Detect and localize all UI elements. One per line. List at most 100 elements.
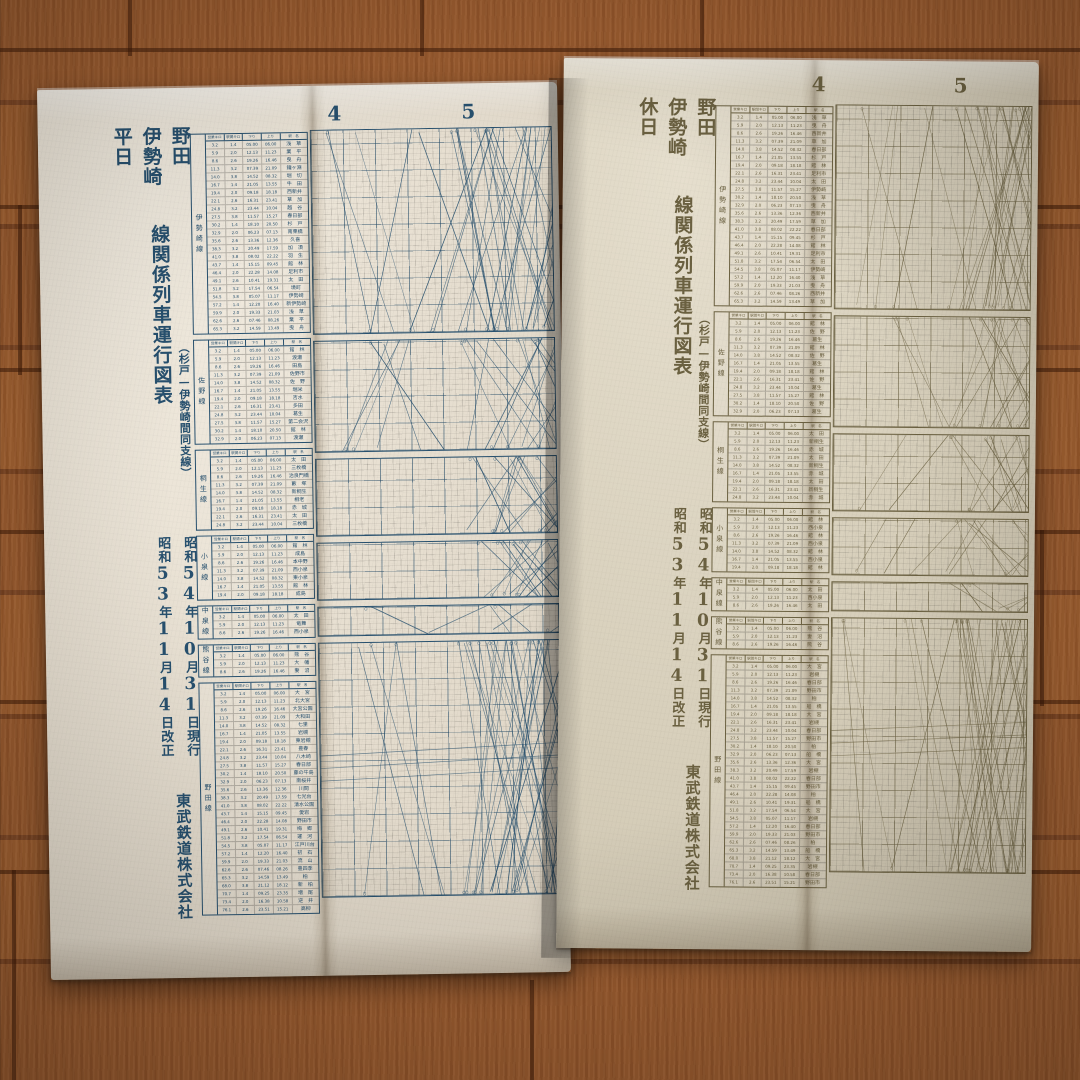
- train-number-marker: [515, 592, 518, 597]
- timetable-block[interactable]: 中泉線 営業キロ 駅間キロ 下り 上り駅 名 3.2 1.4 05.00 06.00 太 田 5.9…: [711, 577, 830, 612]
- table-cell: 30.2: [728, 399, 748, 407]
- timetable-block[interactable]: 中泉線 営業キロ 駅間キロ 下り 上り駅 名 3.2 1.4 05.00 06.00 太 田 5.9…: [197, 603, 316, 640]
- table-cell: 21.03: [273, 857, 292, 865]
- table-row[interactable]: 8.6 2.6 19.26 16.46 妻 沼: [214, 666, 315, 676]
- diagram-panel[interactable]: △○◎▲●△○◎: [309, 126, 555, 335]
- table-row[interactable]: 19.4 2.0 09.18 18.18 館 林: [727, 563, 828, 573]
- timetable-block[interactable]: 小泉線 営業キロ 駅間キロ 下り 上り駅 名 3.2 1.4 05.00 06.00 館 林 5.9…: [196, 533, 316, 601]
- table-cell: 15.15: [762, 782, 782, 790]
- station-name-cell: 葛生: [292, 411, 304, 418]
- table-cell: 21.05: [248, 496, 268, 504]
- table-cell: 12.13: [251, 659, 271, 667]
- booklet-holiday[interactable]: 野田 伊勢崎 休日 線関係列車運行図表 （杉戸—伊勢崎間同支線） 昭和54年10…: [556, 55, 1039, 955]
- station-name-cell: 浅 草: [288, 308, 304, 316]
- diagram-panel[interactable]: ○◎▲●△○◎▲: [310, 337, 557, 453]
- timetable-column-weekday[interactable]: 伊勢崎線 営業キロ 駅間キロ 下り 上り駅 名 3.2 1.4 05.00 06.00 浅 草 5.…: [189, 131, 321, 950]
- table-cell: 38.3: [725, 766, 745, 774]
- train-line: [962, 618, 1028, 872]
- diagram-panel[interactable]: ▲●△○◎: [828, 517, 1029, 578]
- station-name-cell: 業 平: [286, 148, 302, 156]
- diagram-panel[interactable]: △○◎▲●△○◎: [828, 617, 1029, 875]
- table-cell: 23.41: [267, 512, 287, 520]
- timetable-block[interactable]: 熊谷線 営業キロ 駅間キロ 下り 上り駅 名 3.2 1.4 05.00 06.00 熊 谷 5.9…: [197, 642, 317, 678]
- train-line: [545, 456, 558, 535]
- table-cell: 23.44: [244, 204, 263, 212]
- column-header: 上り: [782, 655, 802, 663]
- table-cell: 14.0: [727, 547, 747, 555]
- timetable-block[interactable]: 伊勢崎線 営業キロ 駅間キロ 下り 上り駅 名 3.2 1.4 05.00 06.00 浅 草 5.…: [189, 131, 311, 335]
- table-cell: 2.0: [749, 201, 768, 209]
- diagram-panel[interactable]: ◎▲●△○◎▲: [310, 455, 559, 537]
- table-row[interactable]: 76.1 2.6 23.51 15.21 高柳: [217, 905, 319, 915]
- diagram-column-weekday[interactable]: △○◎▲●△○◎○◎▲●△○◎▲◎▲●△○◎▲▲●△○◎●△○△○◎▲●△○◎: [309, 126, 565, 952]
- table-row[interactable]: 65.3 3.2 14.59 13.49 曳 舟: [208, 324, 310, 334]
- train-number-marker: [515, 888, 519, 893]
- table-cell: 8.6: [206, 157, 225, 165]
- table-cell: 8.6: [209, 363, 229, 371]
- table-row[interactable]: 32.9 2.0 06.23 07.13 葛生: [728, 407, 830, 417]
- table-row[interactable]: 65.3 3.2 14.59 13.49 草 加: [729, 297, 831, 307]
- table-row[interactable]: 76.1 2.6 23.51 15.21 野田市: [724, 878, 826, 888]
- table-cell: 1.4: [229, 456, 249, 465]
- table-row[interactable]: 8.6 2.6 19.26 16.46 太 田: [727, 601, 828, 611]
- diagram-panel[interactable]: ◎▲●△○◎▲: [828, 433, 1030, 514]
- station-name-cell: 葛生: [811, 409, 822, 416]
- table-cell: 5.9: [727, 593, 746, 601]
- timetable-block[interactable]: 野田線 営業キロ 駅間キロ 下り 上り駅 名 3.2 1.4 05.00 06.00 大 宮 5.9…: [198, 680, 321, 916]
- diagram-panel[interactable]: ○◎▲●△○◎▲: [828, 315, 1031, 430]
- table-cell: 2.6: [745, 678, 764, 686]
- diagram-panel[interactable]: △○◎▲●△○◎: [828, 104, 1033, 312]
- table-cell: 05.07: [245, 292, 265, 300]
- booklet-weekday[interactable]: 野田 伊勢崎 平日 線関係列車運行図表 （杉戸—伊勢崎間同支線） 昭和54年10…: [37, 79, 571, 983]
- column-header: 営業キロ: [727, 578, 746, 585]
- timetable-block[interactable]: 熊谷線 営業キロ 駅間キロ 下り 上り駅 名 3.2 1.4 05.00 06.00 熊 谷 5.9…: [710, 615, 830, 651]
- train-line: [536, 456, 558, 536]
- table-cell: 22.1: [209, 403, 229, 411]
- diagram-panel[interactable]: ▲●△○◎: [310, 539, 560, 601]
- timetable-block[interactable]: 桐生線 営業キロ 駅間キロ 下り 上り駅 名 3.2 1.4 05.00 06.00 太 田 5.9…: [712, 421, 831, 504]
- timetable-block[interactable]: 佐野線 営業キロ 駅間キロ 下り 上り駅 名 3.2 1.4 05.00 06.00 館 林 5.9…: [192, 337, 313, 445]
- table-cell: 32.9: [207, 229, 227, 237]
- timetable-block[interactable]: 桐生線 営業キロ 駅間キロ 下り 上り駅 名 3.2 1.4 05.00 06.00 太 田 5.9…: [194, 447, 314, 531]
- timetable-block[interactable]: 小泉線 営業キロ 駅間キロ 下り 上り駅 名 3.2 1.4 05.00 06.00 館 林 5.9…: [711, 507, 830, 574]
- station-name-cell: 西新井: [811, 131, 827, 138]
- train-line: [539, 456, 558, 533]
- table-cell: 30.2: [725, 742, 745, 750]
- table-cell: 16.7: [206, 181, 226, 189]
- table-cell: 07.13: [266, 434, 286, 443]
- table-cell: 38.3: [216, 794, 235, 802]
- table-cell: 24.8: [728, 493, 747, 502]
- table-row[interactable]: 8.6 2.6 19.26 16.46 西小泉: [213, 628, 315, 638]
- train-line: [921, 619, 983, 873]
- table-cell: 62.6: [217, 866, 237, 874]
- train-line: [325, 132, 396, 334]
- date-revised-day-unit: 日: [157, 715, 174, 730]
- date-revised-year-unit: 年: [156, 605, 172, 620]
- timetable-block[interactable]: 佐野線 営業キロ 駅間キロ 下り 上り駅 名 3.2 1.4 05.00 06.00 館 林 5.9…: [712, 311, 832, 418]
- diagram-panel[interactable]: ●△○: [311, 603, 560, 637]
- table-row[interactable]: 19.4 2.0 09.18 18.18 成島: [212, 590, 314, 600]
- train-number-marker: [460, 341, 463, 346]
- table-row[interactable]: 8.6 2.6 19.26 16.46 熊 谷: [726, 639, 828, 649]
- table-cell: 3.2: [228, 370, 247, 379]
- diagram-panel[interactable]: △○◎▲●△○◎: [312, 638, 564, 898]
- diagram-column-holiday[interactable]: △○◎▲●△○◎○◎▲●△○◎▲◎▲●△○◎▲▲●△○◎●△○△○◎▲●△○◎: [828, 104, 1033, 928]
- diagram-panel[interactable]: ●△○: [828, 581, 1029, 614]
- page-number-right-holiday: 5: [953, 73, 968, 98]
- page-number-left-weekday: 4: [327, 101, 342, 126]
- timetable-block[interactable]: 伊勢崎線 営業キロ 駅間キロ 下り 上り駅 名 3.2 1.4 05.00 06.00 浅 草 5.…: [713, 105, 834, 308]
- timetable-column-holiday[interactable]: 伊勢崎線 営業キロ 駅間キロ 下り 上り駅 名 3.2 1.4 05.00 06.00 浅 草 5.…: [708, 105, 834, 922]
- table-row[interactable]: 32.9 2.0 06.23 07.13 渡瀬: [210, 434, 311, 444]
- train-number-marker: [1016, 424, 1019, 428]
- train-number-marker: [947, 305, 950, 310]
- table-row[interactable]: 24.8 3.2 23.44 10.04 赤 城: [728, 493, 829, 503]
- timetable-block[interactable]: 野田線 営業キロ 駅間キロ 下り 上り駅 名 3.2 1.4 05.00 06.00 大 宮 5.9…: [708, 654, 829, 889]
- station-name-cell: 西小泉: [807, 595, 823, 602]
- train-line: [521, 338, 556, 447]
- table-cell: 16.7: [215, 730, 234, 738]
- station-name-cell: 草 加: [810, 219, 826, 226]
- table-row[interactable]: 24.8 3.2 23.44 10.04 三枚橋: [211, 520, 313, 530]
- station-name-cell: 愛宕: [299, 809, 310, 817]
- table-cell: 3.2: [746, 539, 765, 547]
- table-cell: 8.6: [727, 601, 746, 610]
